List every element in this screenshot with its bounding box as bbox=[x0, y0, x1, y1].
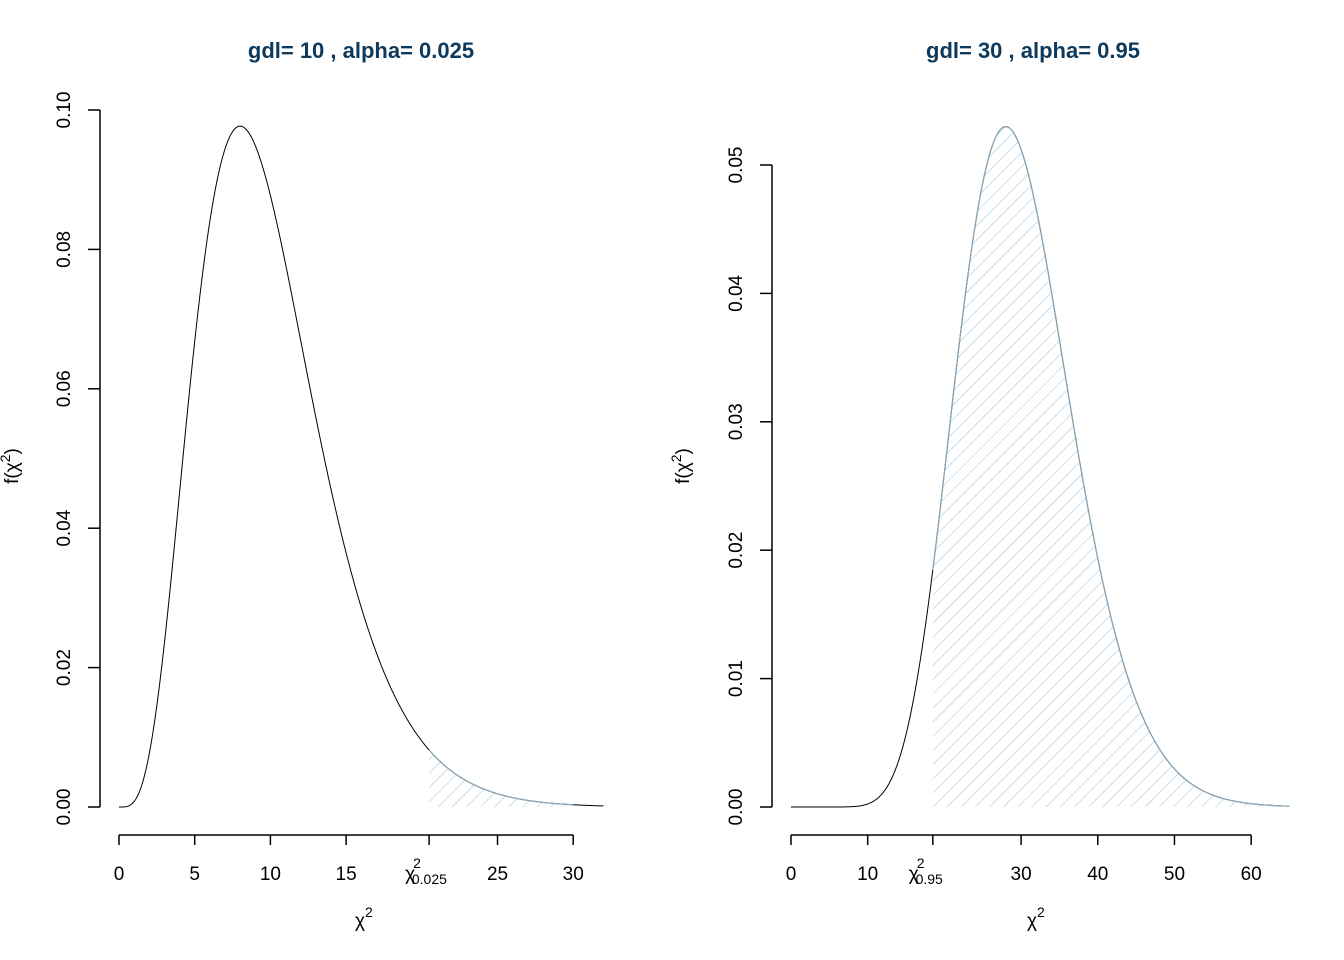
x-tick-label: 40 bbox=[1087, 864, 1108, 885]
x-tick-label: 5 bbox=[189, 864, 200, 885]
x-tick-label: 0 bbox=[786, 864, 797, 885]
y-tick-label: 0.03 bbox=[726, 403, 747, 440]
chart-panel-1: gdl= 10 , alpha= 0.025 0 5 10 15 25 30 χ2 0.025 χ… bbox=[0, 38, 604, 932]
density-curve-shaded bbox=[428, 749, 574, 806]
density-curve-shaded bbox=[932, 125, 1290, 807]
y-tick-label: 0.02 bbox=[54, 649, 75, 686]
x-tick-label: 25 bbox=[487, 864, 508, 885]
x-tick-label: 15 bbox=[336, 864, 357, 885]
rejection-region-hatch bbox=[932, 126, 1290, 807]
critical-value-label: χ2 0.025 bbox=[405, 855, 447, 887]
chart-title: gdl= 30 , alpha= 0.95 bbox=[926, 38, 1140, 63]
x-tick-label: 30 bbox=[563, 864, 584, 885]
y-tick-label: 0.04 bbox=[726, 274, 747, 311]
y-tick-label: 0.10 bbox=[54, 92, 75, 129]
y-axis-label: f(χ2) bbox=[668, 448, 694, 484]
chart-title: gdl= 10 , alpha= 0.025 bbox=[248, 38, 474, 63]
rejection-region-hatch bbox=[429, 749, 574, 807]
y-tick-label: 0.05 bbox=[726, 147, 747, 184]
x-tick-label: 50 bbox=[1164, 864, 1185, 885]
x-tick-label: 0 bbox=[114, 864, 125, 885]
y-tick-label: 0.02 bbox=[726, 532, 747, 569]
y-tick-label: 0.00 bbox=[726, 789, 747, 826]
x-tick-label: 10 bbox=[857, 864, 878, 885]
x-tick-label: 30 bbox=[1011, 864, 1032, 885]
critical-value-label: χ2 0.95 bbox=[909, 855, 943, 887]
x-tick-label: 10 bbox=[260, 864, 281, 885]
y-tick-label: 0.00 bbox=[54, 789, 75, 826]
y-tick-label: 0.06 bbox=[54, 370, 75, 407]
y-axis-label: f(χ2) bbox=[0, 448, 23, 484]
y-tick-label: 0.04 bbox=[54, 509, 75, 546]
y-tick-label: 0.08 bbox=[54, 231, 75, 268]
x-axis-label: χ2 bbox=[1027, 904, 1045, 932]
density-curve bbox=[119, 125, 604, 808]
x-tick-label: 60 bbox=[1241, 864, 1262, 885]
x-axis-label: χ2 bbox=[355, 904, 373, 932]
y-tick-label: 0.01 bbox=[726, 660, 747, 697]
chart-panel-2: gdl= 30 , alpha= 0.95 0 10 30 40 50 60 χ2 0.95 χ2… bbox=[668, 38, 1290, 932]
